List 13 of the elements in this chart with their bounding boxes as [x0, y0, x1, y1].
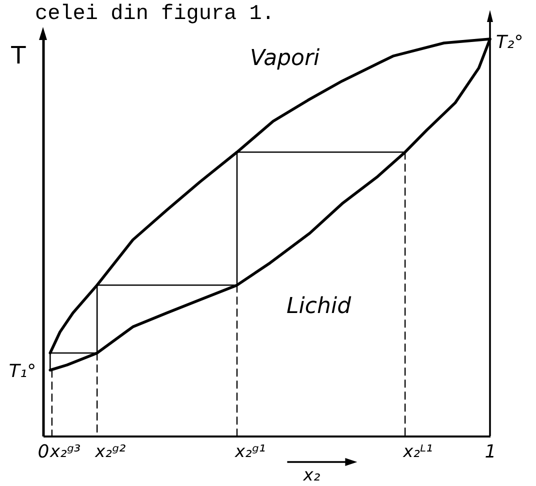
annotation: Vapori [250, 46, 320, 72]
x-axis-title: x₂ [302, 466, 320, 486]
annotation: x₂ᵍ³ [48, 442, 81, 462]
annotation: x₂ᵍ¹ [234, 442, 266, 462]
y-axis-title: T [10, 42, 26, 70]
annotation: x₂ᵍ² [94, 442, 126, 462]
x-tick-label: 0 [38, 442, 50, 462]
x-tick-label: 1 [484, 442, 496, 462]
annotation: x₂ᴸ¹ [402, 442, 433, 462]
annotation: T₂° [496, 32, 524, 53]
annotation: Lichid [286, 294, 352, 320]
annotation: T₁° [8, 361, 36, 382]
chart-title: celei din figura 1. [35, 3, 274, 26]
